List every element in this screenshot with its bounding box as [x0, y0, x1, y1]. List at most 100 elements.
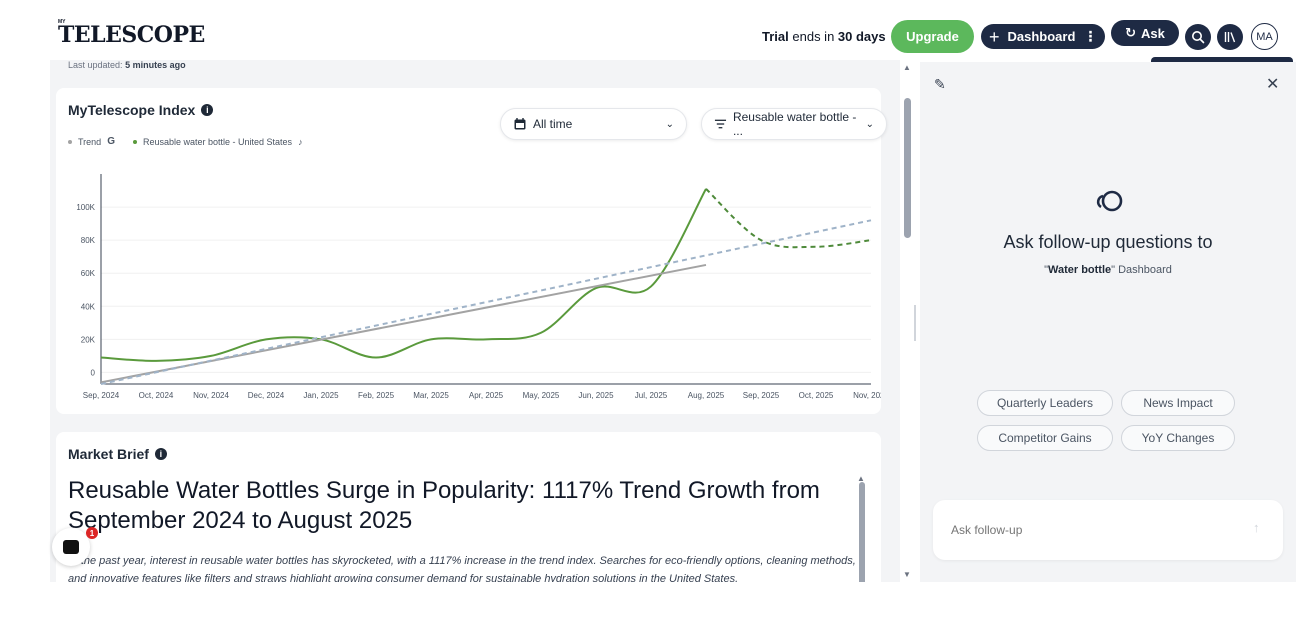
- close-icon[interactable]: ✕: [1266, 76, 1280, 93]
- header: MY TELESCOPE Trial ends in 30 days Upgra…: [0, 0, 1312, 60]
- dashboard-button[interactable]: + Dashboard ⋮: [981, 24, 1105, 49]
- main-content: Last updated: 5 minutes ago MyTelescope …: [50, 60, 900, 582]
- main-scrollbar[interactable]: [904, 98, 911, 238]
- x-tick-label: Sep, 2025: [743, 391, 780, 400]
- scroll-up-icon[interactable]: ▲: [903, 63, 911, 72]
- y-tick-label: 40K: [81, 302, 96, 311]
- tiktok-icon: ♪: [298, 136, 303, 147]
- arrow-up-icon[interactable]: ↑: [1253, 520, 1260, 535]
- plus-icon: +: [989, 26, 1000, 47]
- telescope-logo-icon: [1096, 190, 1123, 212]
- x-tick-label: Jan, 2025: [303, 391, 339, 400]
- index-card-title: MyTelescope Index i: [68, 102, 214, 118]
- info-icon[interactable]: i: [154, 448, 167, 460]
- series-line-0: [100, 188, 707, 362]
- x-tick-label: Oct, 2024: [139, 391, 174, 400]
- market-brief-title: Market Brief i: [68, 446, 167, 462]
- y-tick-label: 80K: [81, 236, 96, 245]
- x-tick-label: Apr, 2025: [469, 391, 504, 400]
- chevron-down-icon: ⌄: [865, 118, 874, 130]
- quote-open: ": [1044, 264, 1048, 276]
- scroll-down-icon[interactable]: ▼: [903, 570, 911, 579]
- legend-trend-swatch: [68, 139, 72, 144]
- x-tick-label: Oct, 2025: [799, 391, 834, 400]
- index-card: MyTelescope Index i All time ⌄: [56, 88, 887, 414]
- ask-followup-input[interactable]: [951, 520, 1241, 540]
- library-button[interactable]: [1217, 24, 1243, 50]
- x-tick-label: Mar, 2025: [413, 391, 449, 400]
- x-tick-label: Aug, 2025: [688, 391, 725, 400]
- panel-topic: Water bottle: [1047, 264, 1112, 276]
- ask-label: Ask: [1141, 25, 1165, 41]
- chevron-down-icon: ⌄: [665, 118, 674, 130]
- dashboard-label: Dashboard: [1007, 29, 1076, 44]
- panel-resize-handle[interactable]: [914, 305, 916, 341]
- x-tick-label: Nov, 2024: [193, 391, 229, 400]
- x-tick-label: Nov, 2025: [853, 391, 881, 400]
- topic-filter-value: Reusable water bottle - ...: [732, 110, 857, 138]
- index-title-text: MyTelescope Index: [68, 102, 196, 118]
- logo[interactable]: TELESCOPE: [58, 22, 205, 48]
- logo-my: MY: [58, 19, 66, 25]
- market-brief-card: Market Brief i Reusable Water Bottles Su…: [56, 432, 881, 582]
- info-icon[interactable]: i: [201, 104, 214, 116]
- series-line-1: [705, 188, 872, 249]
- search-button[interactable]: [1185, 24, 1211, 50]
- calendar-icon: [514, 118, 526, 130]
- y-tick-label: 100K: [76, 203, 95, 212]
- ask-followup-box: ↑: [933, 500, 1283, 560]
- chip-yoy-changes[interactable]: YoY Changes: [1121, 425, 1235, 451]
- library-icon: [1224, 32, 1236, 43]
- trial-prefix: Trial: [762, 29, 789, 44]
- x-tick-label: Jun, 2025: [578, 391, 614, 400]
- brief-scrollbar[interactable]: [859, 482, 865, 582]
- filter-icon: [714, 119, 727, 129]
- time-filter-value: All time: [533, 117, 573, 131]
- chip-news-impact[interactable]: News Impact: [1121, 390, 1235, 416]
- last-updated-label: Last updated:: [68, 60, 123, 70]
- x-tick-label: May, 2025: [523, 391, 560, 400]
- y-tick-label: 60K: [81, 269, 96, 278]
- chat-icon: [63, 540, 79, 554]
- x-tick-label: Jul, 2025: [635, 391, 668, 400]
- brief-headline: Reusable Water Bottles Surge in Populari…: [68, 477, 820, 534]
- trial-days: 30 days: [837, 29, 886, 44]
- ask-button[interactable]: ↻ Ask: [1111, 20, 1179, 46]
- y-tick-label: 0: [91, 368, 96, 377]
- google-icon: G: [107, 136, 115, 147]
- ask-sparkle-icon: ↻: [1125, 25, 1137, 40]
- x-tick-label: Dec, 2024: [248, 391, 285, 400]
- y-tick-label: 20K: [81, 335, 96, 344]
- panel-heading: Ask follow-up questions to: [1003, 232, 1213, 252]
- index-chart: 0 20K 40K 60K 80K 100K Sep, 2024 Oct, 2024 Nov, …: [76, 174, 881, 400]
- x-tick-label: Feb, 2025: [358, 391, 395, 400]
- chat-badge: 1: [86, 527, 98, 539]
- quote-close: " Dashboard: [1111, 264, 1172, 276]
- chip-quarterly-leaders[interactable]: Quarterly Leaders: [977, 390, 1113, 416]
- avatar[interactable]: MA: [1251, 23, 1278, 50]
- legend-trend[interactable]: Trend: [78, 136, 102, 147]
- search-icon: [1192, 31, 1205, 44]
- topic-filter-select[interactable]: Reusable water bottle - ... ⌄: [701, 108, 887, 140]
- chat-launcher[interactable]: [52, 528, 90, 566]
- last-updated: Last updated: 5 minutes ago: [68, 60, 186, 70]
- legend-series[interactable]: Reusable water bottle - United States: [142, 136, 293, 147]
- x-tick-label: Sep, 2024: [83, 391, 120, 400]
- upgrade-button[interactable]: Upgrade: [891, 20, 974, 53]
- legend-series-swatch: [132, 139, 137, 144]
- chart-legend: Trend G Reusable water bottle - United S…: [68, 136, 303, 147]
- trial-mid: ends in: [792, 29, 835, 44]
- trial-notice: Trial ends in 30 days: [762, 29, 886, 44]
- chip-competitor-gains[interactable]: Competitor Gains: [977, 425, 1113, 451]
- last-updated-value: 5 minutes ago: [125, 60, 186, 70]
- edit-icon[interactable]: ✎: [934, 76, 946, 92]
- series-line-3: [100, 219, 872, 385]
- ask-panel: ✎ ✕ Ask follow-up questions to "Water bo…: [920, 62, 1296, 582]
- time-filter-select[interactable]: All time ⌄: [500, 108, 687, 140]
- brief-body: er the past year, interest in reusable w…: [68, 555, 856, 582]
- panel-subheading: "Water bottle" Dashboard: [920, 264, 1296, 276]
- scroll-up-icon[interactable]: ▲: [857, 474, 865, 483]
- more-vertical-icon[interactable]: ⋮: [1083, 28, 1098, 44]
- brief-title-text: Market Brief: [68, 446, 149, 462]
